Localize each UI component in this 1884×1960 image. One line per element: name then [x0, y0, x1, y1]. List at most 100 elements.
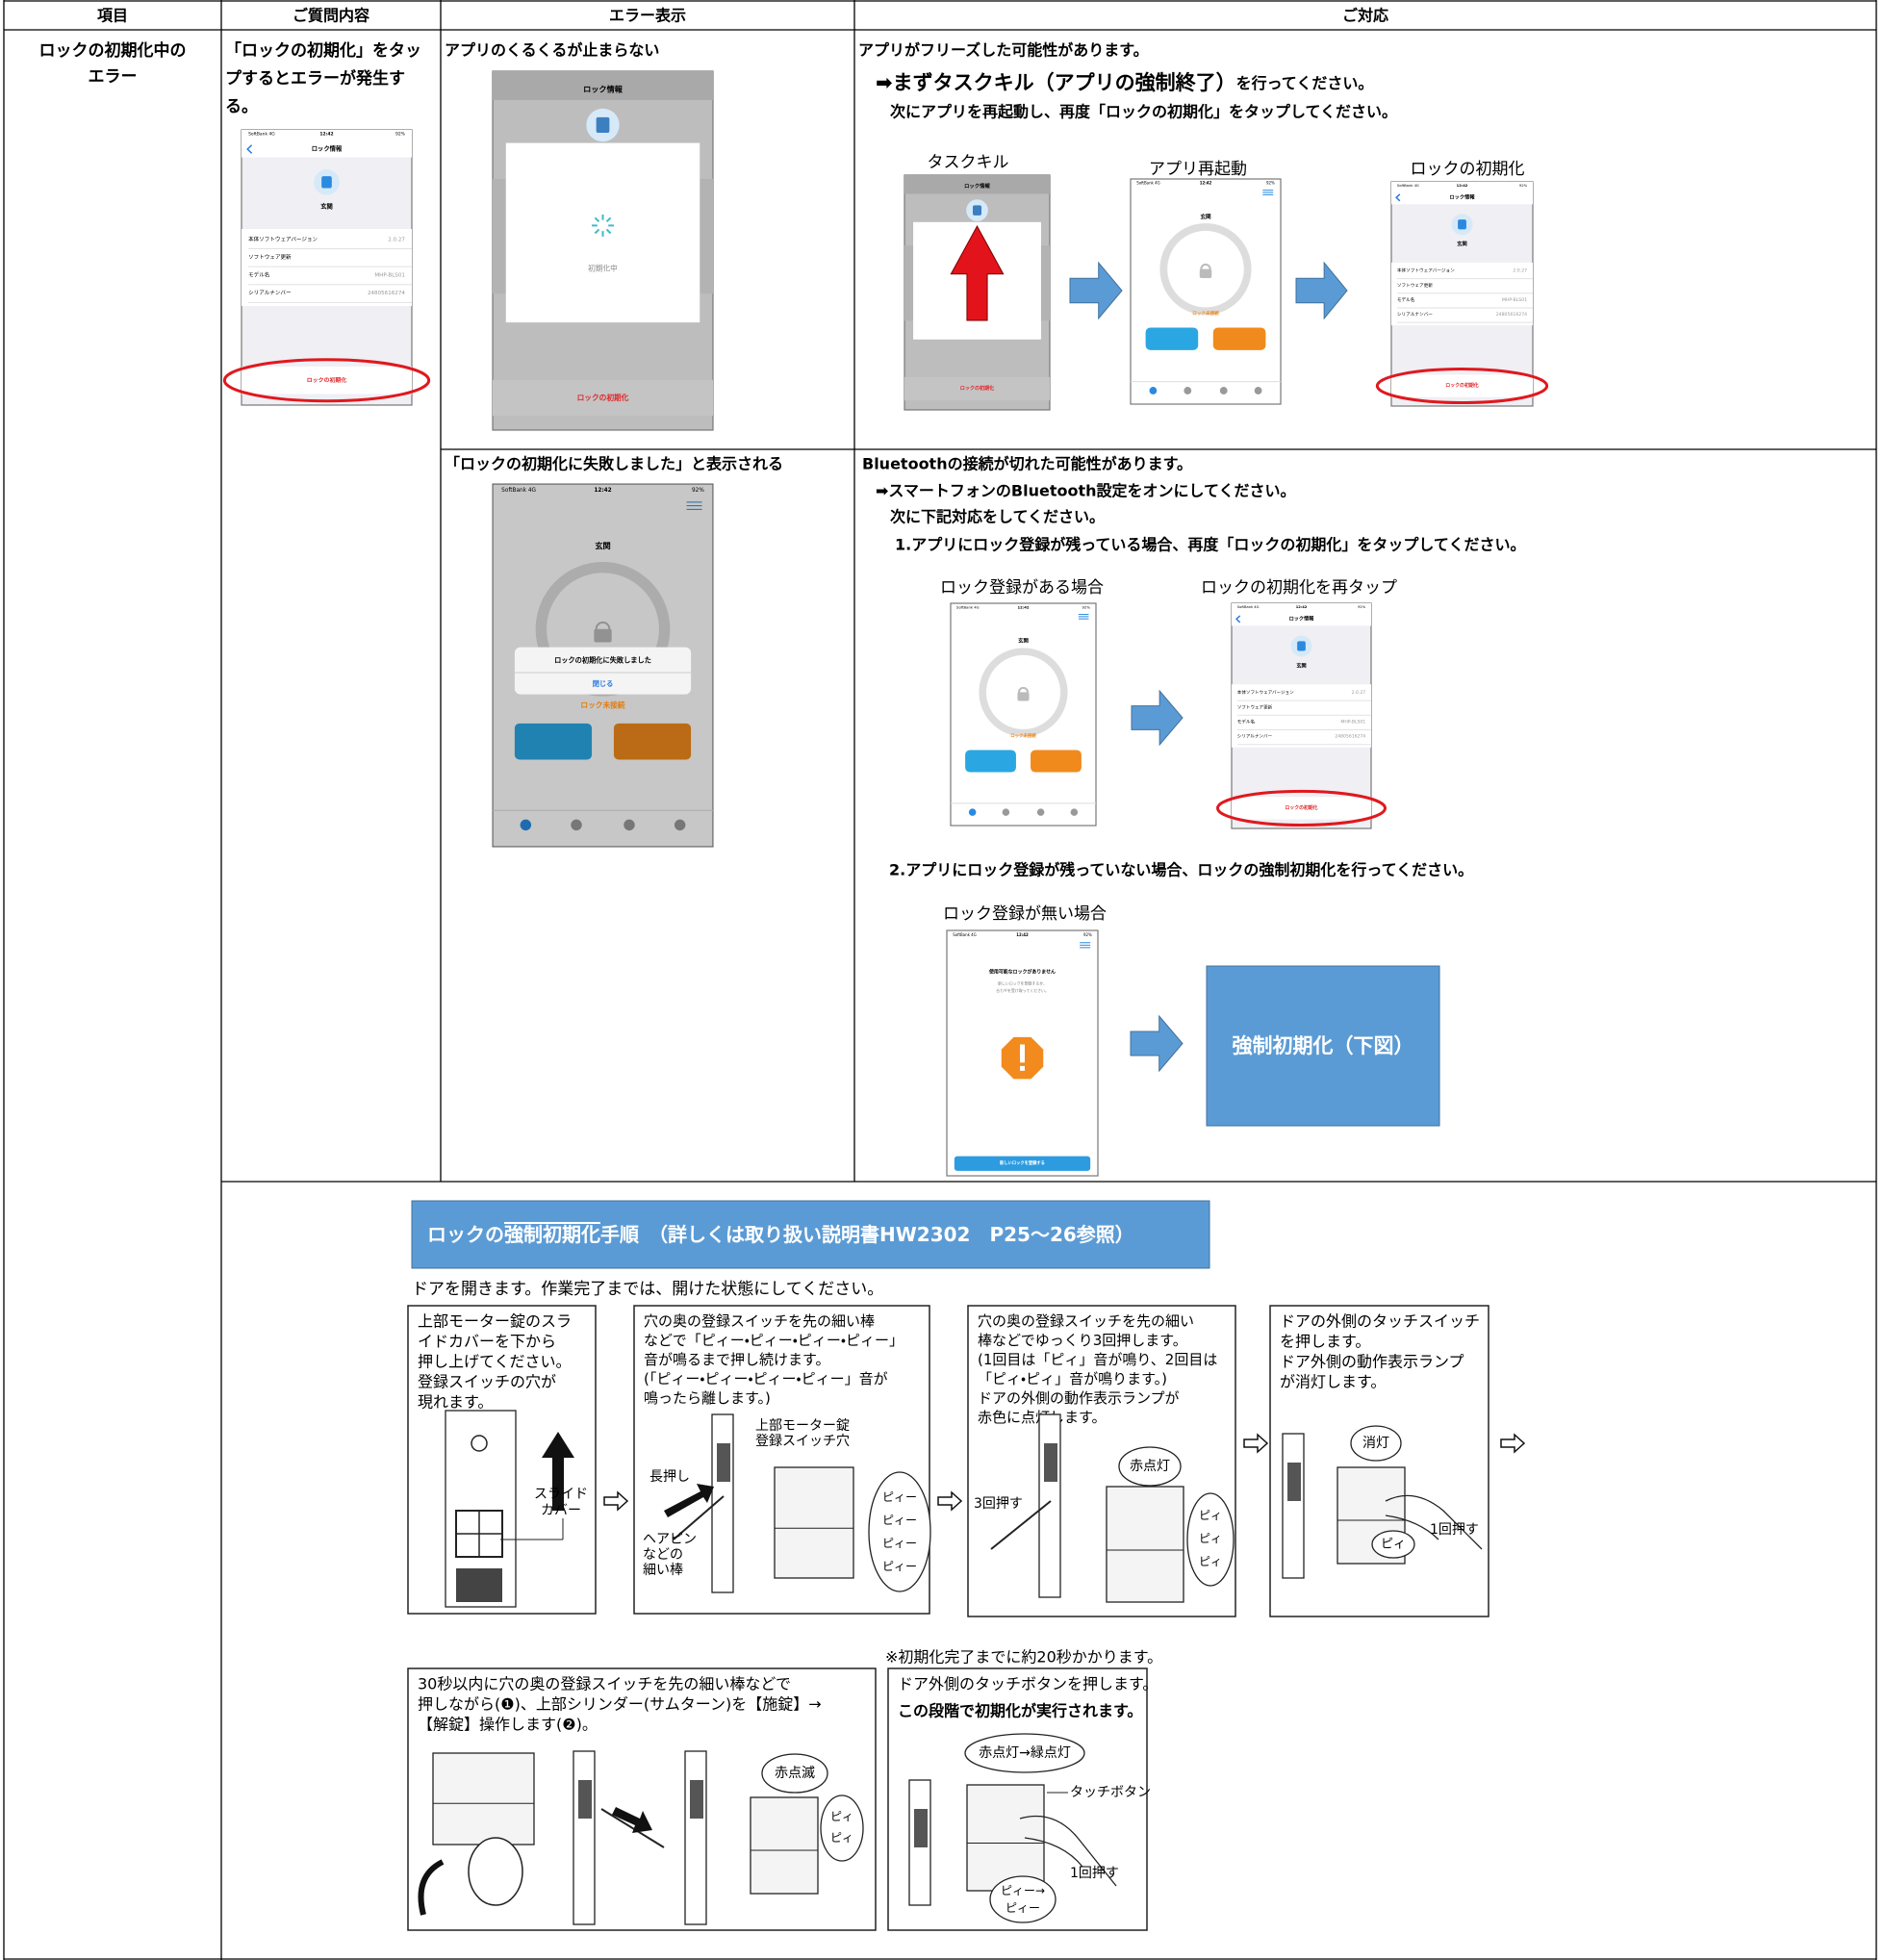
- warning-icon: [1020, 1065, 1025, 1071]
- illustration-label: 登録スイッチ穴: [755, 1434, 850, 1449]
- screen-text: 玄関: [1200, 213, 1211, 220]
- screen-text: ロックの初期化: [307, 376, 347, 384]
- step-text: 押し上げてください。: [418, 1353, 572, 1371]
- speech-bubble: [1186, 1492, 1235, 1587]
- door-edge: [1038, 1413, 1061, 1598]
- phone-screenshot: SoftBank 4G 12:42 92% 玄関ロックの初期化に失敗しました閉じるロッ…: [492, 483, 714, 848]
- tab-icon: [1036, 808, 1045, 816]
- screen-shape: [242, 130, 412, 158]
- illustration-label: ピィー: [1006, 1901, 1040, 1915]
- screen-text: 12:42: [319, 132, 333, 138]
- flow-arrow: [1069, 261, 1123, 320]
- illustration-label: ピィ: [1199, 1509, 1222, 1522]
- lock-device: [966, 1784, 1045, 1892]
- speech-bubble: [1118, 1446, 1182, 1487]
- screen-shape: [514, 647, 692, 695]
- text-span: ➡まずタスクキル（アプリの強制終了）: [876, 71, 1236, 94]
- door-plate: [914, 1809, 928, 1847]
- screen-text: 2.0.27: [1352, 690, 1366, 696]
- rule: [673, 1495, 725, 1540]
- illustration-label: 赤点灯→緑点灯: [979, 1745, 1071, 1761]
- illustration-label: 赤点灯: [1130, 1459, 1170, 1474]
- illustration-label: カバー: [541, 1503, 581, 1518]
- step-arrow: [937, 1490, 963, 1512]
- screen-text: 玄関: [1457, 240, 1466, 247]
- tab-icon: [1184, 387, 1192, 395]
- step-text: (1回目は「ピィ」音が鳴り、2回目は: [978, 1351, 1217, 1368]
- speech-bubble: [761, 1753, 828, 1794]
- screen-text: 本体ソフトウェアバージョン: [248, 235, 318, 242]
- highlight-ellipse: [1216, 789, 1387, 827]
- procedure-intro: ドアを開きます。作業完了までは、開けた状態にしてください。: [412, 1280, 883, 1299]
- procedure-note: ※初期化完了までに約20秒かかります。: [885, 1648, 1162, 1667]
- text-span: 手順 （詳しくは取り扱い説明書HW2302 P25～26参照）: [600, 1223, 1134, 1246]
- step-box: [887, 1667, 1148, 1931]
- screen-text: 2.0.27: [388, 237, 405, 242]
- step-text: などで「ピィー・ピィー・ピィー・ピィー」: [644, 1332, 904, 1349]
- screen-shape: [1145, 327, 1199, 350]
- illustration-label: ヘアピン: [643, 1532, 697, 1547]
- tab-icon: [674, 819, 686, 831]
- lock-icon: [321, 176, 332, 189]
- red-arrow: [950, 225, 1005, 321]
- back-chevron: [1235, 615, 1241, 624]
- screen-text: SoftBank 4G: [956, 605, 980, 610]
- illustration-label: 長押し: [649, 1469, 690, 1485]
- screen-text: ソフトウェア更新: [1397, 282, 1433, 289]
- step-text: 30秒以内に穴の奥の登録スイッチを先の細い棒などで: [418, 1675, 791, 1693]
- door-plate: [578, 1780, 592, 1819]
- screen-text: 合カギを受け取ってください。: [996, 988, 1049, 993]
- screen-text: SoftBank 4G: [953, 932, 976, 937]
- text-span: ロックの: [427, 1223, 504, 1246]
- screen-text: SoftBank 4G: [248, 132, 275, 138]
- step-arrow: [1243, 1433, 1269, 1454]
- screen-shape: [1391, 262, 1533, 326]
- text-span: を行ってください。: [1236, 74, 1374, 92]
- warning-icon: [1020, 1044, 1025, 1063]
- step-text: 【解錠】操作します(❷)。: [418, 1716, 598, 1734]
- screen-shape: [1212, 327, 1266, 350]
- illustration-label: ピィー: [882, 1490, 917, 1504]
- rule: [594, 216, 600, 223]
- screen-text: 92%: [1358, 605, 1366, 609]
- lock-device: [1106, 1486, 1184, 1603]
- screen-text: シリアルナンバー: [248, 290, 291, 296]
- door-edge: [684, 1750, 707, 1925]
- screen-text: 24805616274: [368, 291, 405, 296]
- question-text: プするとエラーが発生す: [225, 68, 405, 89]
- door-plate: [1044, 1443, 1057, 1482]
- illustration-label: ピィ: [1381, 1538, 1406, 1552]
- lock-icon: [596, 116, 610, 133]
- illustration-label: 1回押す: [1430, 1522, 1479, 1538]
- screen-text: ロックの初期化に失敗しました: [554, 655, 651, 664]
- screen-text: 本体ソフトウェアバージョン: [1397, 267, 1455, 274]
- screen-text: 12:42: [1016, 932, 1029, 937]
- up-arrow: [542, 1432, 574, 1511]
- push-arrow: [612, 1807, 652, 1833]
- illustration-label: ピィー: [882, 1514, 917, 1527]
- response-text: アプリがフリーズした可能性があります。: [858, 41, 1149, 60]
- item-text: ロックの初期化中の: [39, 40, 187, 61]
- column-header: ご質問内容: [293, 7, 369, 25]
- door-edge: [573, 1750, 596, 1925]
- step-emphasis: この段階で初期化が実行されます。: [898, 1702, 1142, 1720]
- rule: [600, 1808, 665, 1848]
- screen-text: ロックの初期化: [1285, 804, 1317, 811]
- screen-text: ロックの初期化: [960, 385, 995, 392]
- procedure-heading: ロックの強制初期化手順 （詳しくは取り扱い説明書HW2302 P25～26参照）: [427, 1223, 1134, 1246]
- screen-text: ロック未接続: [580, 700, 624, 709]
- screen-text: 92%: [1082, 605, 1091, 610]
- thumb-turn: [468, 1837, 523, 1906]
- screen-text: 初期化中: [588, 264, 618, 273]
- speech-bubble: [820, 1795, 864, 1862]
- screen-shape: [954, 1156, 1091, 1171]
- flow-arrow: [1295, 261, 1348, 320]
- speech-bubble: [1371, 1530, 1415, 1559]
- tab-icon: [1254, 387, 1262, 395]
- screen-text: ロックの初期化: [577, 393, 629, 402]
